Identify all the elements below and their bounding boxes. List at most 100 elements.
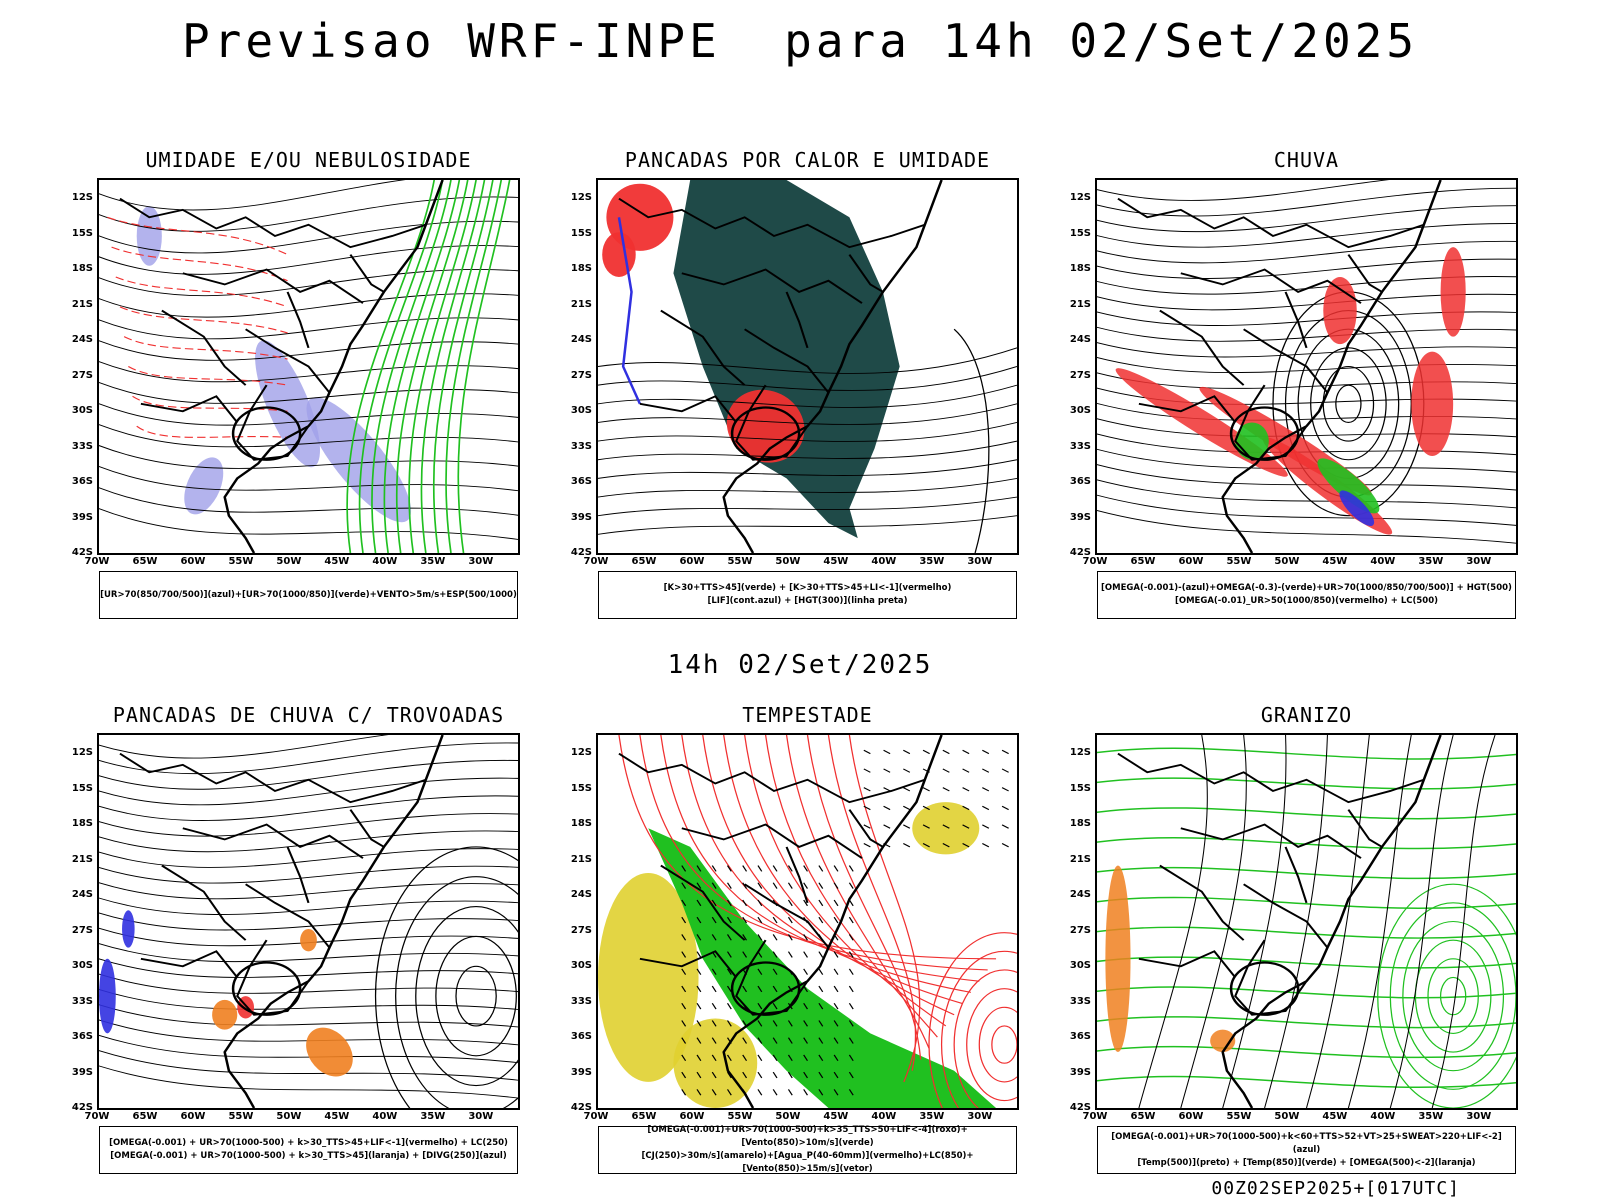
- lat-tick-label: 18S: [570, 818, 592, 829]
- lat-tick-label: 36S: [71, 476, 93, 487]
- lat-tick-label: 36S: [1069, 1031, 1091, 1042]
- panel-legend: [UR>70(850/700/500)](azul)+[UR>70(1000/8…: [99, 571, 518, 619]
- lon-tick-label: 70W: [583, 556, 609, 567]
- lat-tick-label: 12S: [71, 747, 93, 758]
- forecast-time-label: 14h 02/Set/2025: [667, 650, 933, 680]
- map-panel: [596, 733, 1019, 1110]
- lon-tick-label: 40W: [372, 556, 398, 567]
- lon-tick-label: 40W: [1370, 1111, 1396, 1122]
- lat-tick-label: 15S: [1069, 227, 1091, 239]
- run-timestamp: 00Z02SEP2025+[017UTC]: [1211, 1178, 1460, 1199]
- lon-tick-label: 30W: [1466, 1111, 1492, 1122]
- lon-tick-label: 70W: [583, 1111, 609, 1122]
- lon-tick-label: 70W: [1082, 556, 1108, 567]
- lon-tick-label: 55W: [727, 1111, 753, 1122]
- map-panel: [1095, 733, 1518, 1110]
- lat-tick-label: 18S: [71, 263, 93, 274]
- map-panel: [97, 733, 520, 1110]
- lat-tick-label: 42S: [71, 547, 93, 558]
- lat-tick-label: 33S: [1069, 440, 1091, 452]
- map-panel: [596, 178, 1019, 555]
- lon-tick-label: 50W: [775, 556, 801, 567]
- lon-tick-label: 35W: [1418, 1111, 1444, 1122]
- lat-tick-label: 27S: [71, 924, 93, 936]
- lon-tick-label: 45W: [823, 1111, 849, 1122]
- lon-tick-label: 50W: [1274, 556, 1300, 567]
- lat-tick-label: 15S: [570, 227, 592, 239]
- lon-tick-label: 65W: [1130, 556, 1156, 567]
- lon-tick-label: 50W: [1274, 1111, 1300, 1122]
- lat-tick-label: 24S: [1069, 889, 1091, 900]
- lon-tick-label: 30W: [468, 1111, 494, 1122]
- lat-tick-label: 12S: [1069, 192, 1091, 203]
- lat-tick-label: 39S: [1069, 511, 1091, 523]
- legend-line: [OMEGA(-0.001)+UR>70(1000-500)+k<60+TTS>…: [1111, 1131, 1502, 1155]
- lon-tick-label: 45W: [324, 556, 350, 567]
- lon-tick-label: 65W: [631, 1111, 657, 1122]
- legend-line: [OMEGA(-0.01)_UR>50(1000/850)(vermelho) …: [1174, 596, 1439, 606]
- lat-tick-label: 15S: [570, 782, 592, 794]
- lat-tick-label: 21S: [1069, 298, 1091, 310]
- lat-tick-label: 15S: [71, 227, 93, 239]
- map-graphic: [1097, 735, 1516, 1108]
- lat-tick-label: 39S: [570, 1066, 592, 1078]
- map-graphic: [598, 180, 1017, 553]
- legend-line: [OMEGA(-0.001) + UR>70(1000-500) + k>30_…: [109, 1138, 508, 1148]
- lat-tick-label: 24S: [71, 889, 93, 900]
- lon-tick-label: 50W: [775, 1111, 801, 1122]
- lon-tick-label: 70W: [84, 556, 110, 567]
- panel-legend: [OMEGA(-0.001)+UR>70(1000-500)+k>35_TTS>…: [598, 1125, 1017, 1174]
- lat-tick-label: 36S: [71, 1031, 93, 1042]
- lat-tick-label: 39S: [71, 1066, 93, 1078]
- lat-tick-label: 39S: [1069, 1066, 1091, 1078]
- lat-tick-label: 33S: [71, 440, 93, 452]
- lat-tick-label: 39S: [71, 511, 93, 523]
- lat-tick-label: 18S: [1069, 263, 1091, 274]
- legend-line: [OMEGA(-0.001)-(azul)+OMEGA(-0.3)-(verde…: [1101, 583, 1512, 593]
- lon-tick-label: 45W: [1322, 556, 1348, 567]
- lon-tick-label: 40W: [871, 1111, 897, 1122]
- lat-tick-label: 33S: [71, 995, 93, 1007]
- lat-tick-label: 30S: [570, 960, 592, 971]
- lon-tick-label: 35W: [420, 1111, 446, 1122]
- lat-tick-label: 27S: [71, 369, 93, 381]
- lat-tick-label: 21S: [570, 853, 592, 865]
- lat-tick-label: 24S: [570, 334, 592, 345]
- panel-legend: [K>30+TTS>45](verde) + [K>30+TTS>45+LI<-…: [598, 571, 1017, 619]
- panel-title: PANCADAS DE CHUVA C/ TROVOADAS: [112, 703, 505, 727]
- lat-tick-label: 18S: [570, 263, 592, 274]
- lon-tick-label: 30W: [1466, 556, 1492, 567]
- lon-tick-label: 35W: [1418, 556, 1444, 567]
- main-title: Previsao WRF-INPE para 14h 02/Set/2025: [181, 14, 1419, 68]
- panel-title: GRANIZO: [1260, 703, 1353, 727]
- lat-tick-label: 12S: [71, 192, 93, 203]
- panel-title: TEMPESTADE: [742, 703, 873, 727]
- lon-tick-label: 65W: [132, 1111, 158, 1122]
- lat-tick-label: 36S: [1069, 476, 1091, 487]
- lon-tick-label: 50W: [276, 556, 302, 567]
- lat-tick-label: 24S: [570, 889, 592, 900]
- lat-tick-label: 12S: [1069, 747, 1091, 758]
- lon-tick-label: 40W: [871, 556, 897, 567]
- lon-tick-label: 60W: [679, 1111, 705, 1122]
- lat-tick-label: 39S: [570, 511, 592, 523]
- lon-tick-label: 35W: [919, 556, 945, 567]
- lon-tick-label: 35W: [420, 556, 446, 567]
- lon-tick-label: 55W: [228, 1111, 254, 1122]
- lat-tick-label: 42S: [1069, 1102, 1091, 1113]
- lat-tick-label: 33S: [570, 995, 592, 1007]
- legend-line: [CJ(250)>30m/s](amarelo)+[Agua_P(40-60mm…: [641, 1151, 974, 1174]
- lat-tick-label: 30S: [71, 960, 93, 971]
- map-graphic: [1097, 180, 1516, 553]
- lat-tick-label: 36S: [570, 476, 592, 487]
- lat-tick-label: 18S: [71, 818, 93, 829]
- lat-tick-label: 27S: [1069, 369, 1091, 381]
- lon-tick-label: 45W: [324, 1111, 350, 1122]
- lat-tick-label: 21S: [71, 853, 93, 865]
- lon-tick-label: 55W: [228, 556, 254, 567]
- lat-tick-label: 42S: [1069, 547, 1091, 558]
- lat-tick-label: 33S: [570, 440, 592, 452]
- lon-tick-label: 55W: [1226, 556, 1252, 567]
- legend-line: [OMEGA(-0.001)+UR>70(1000-500)+k>35_TTS>…: [647, 1125, 968, 1148]
- lat-tick-label: 42S: [71, 1102, 93, 1113]
